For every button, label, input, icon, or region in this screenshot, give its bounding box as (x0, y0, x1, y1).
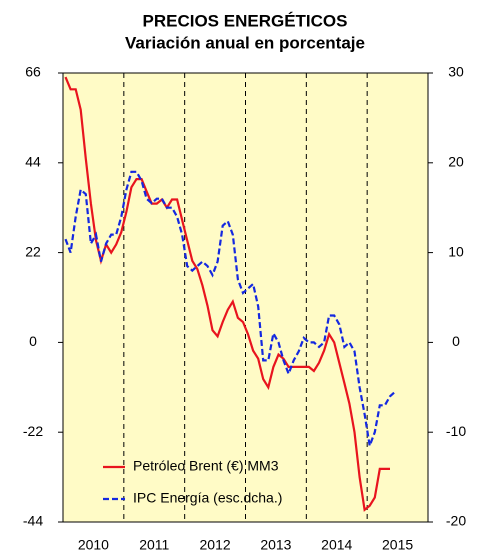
legend-label: Petróleo Brent (€) MM3 (133, 458, 279, 474)
y2-tick-label: 0 (452, 333, 460, 349)
y-tick-label: 0 (29, 333, 37, 349)
chart-subtitle: Variación anual en porcentaje (125, 33, 365, 52)
y2-tick-label: 20 (448, 154, 464, 170)
x-tick-label: 2010 (78, 537, 109, 553)
legend-label: IPC Energía (esc.dcha.) (133, 490, 282, 506)
x-tick-label: 2014 (321, 537, 352, 553)
x-tick-label: 2012 (200, 537, 231, 553)
y-tick-label: -44 (23, 513, 43, 529)
y-tick-label: 66 (25, 64, 41, 80)
series-line (64, 76, 390, 512)
y2-tick-label: 10 (448, 243, 464, 259)
y-tick-label: -22 (23, 423, 43, 439)
y2-tick-label: -20 (446, 513, 466, 529)
y2-tick-label: 30 (448, 64, 464, 80)
x-tick-label: 2015 (382, 537, 413, 553)
y2-tick-label: -10 (446, 423, 466, 439)
y-tick-label: 22 (25, 243, 41, 259)
x-tick-label: 2013 (260, 537, 291, 553)
y-tick-label: 44 (25, 154, 41, 170)
x-tick-label: 2011 (139, 537, 169, 553)
series-line (64, 170, 396, 450)
chart-title: PRECIOS ENERGÉTICOS (143, 11, 348, 30)
